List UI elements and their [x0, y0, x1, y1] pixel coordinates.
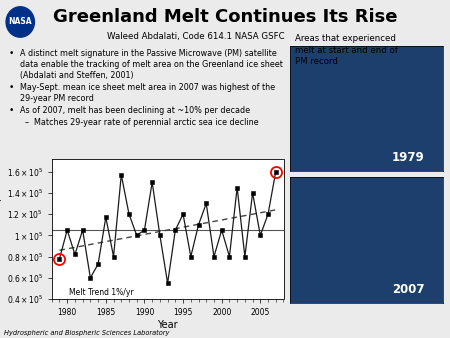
Text: 2007: 2007 — [392, 283, 425, 296]
Text: •: • — [9, 83, 14, 92]
Text: Melt Trend 1%/yr: Melt Trend 1%/yr — [69, 288, 133, 297]
Text: 1979: 1979 — [392, 151, 425, 165]
Text: •: • — [9, 106, 14, 116]
Circle shape — [6, 7, 34, 37]
Text: Waleed Abdalati, Code 614.1 NASA GSFC: Waleed Abdalati, Code 614.1 NASA GSFC — [107, 32, 284, 41]
Text: Greenland Melt Continues Its Rise: Greenland Melt Continues Its Rise — [53, 8, 397, 26]
Text: May-Sept. mean ice sheet melt area in 2007 was highest of the
29-year PM record: May-Sept. mean ice sheet melt area in 20… — [20, 83, 275, 103]
Text: Hydrospheric and Biospheric Sciences Laboratory: Hydrospheric and Biospheric Sciences Lab… — [4, 330, 170, 336]
Text: Areas that experienced
melt at start and end of
PM record: Areas that experienced melt at start and… — [295, 34, 398, 66]
Y-axis label: Mean Melt Area (sq. km): Mean Melt Area (sq. km) — [0, 177, 2, 281]
Text: •: • — [9, 49, 14, 58]
X-axis label: Year: Year — [158, 320, 178, 330]
Text: A distinct melt signature in the Passive Microwave (PM) satellite
data enable th: A distinct melt signature in the Passive… — [20, 49, 283, 80]
Text: As of 2007, melt has been declining at ~10% per decade
  –  Matches 29-year rate: As of 2007, melt has been declining at ~… — [20, 106, 259, 126]
Text: NASA: NASA — [9, 18, 32, 26]
